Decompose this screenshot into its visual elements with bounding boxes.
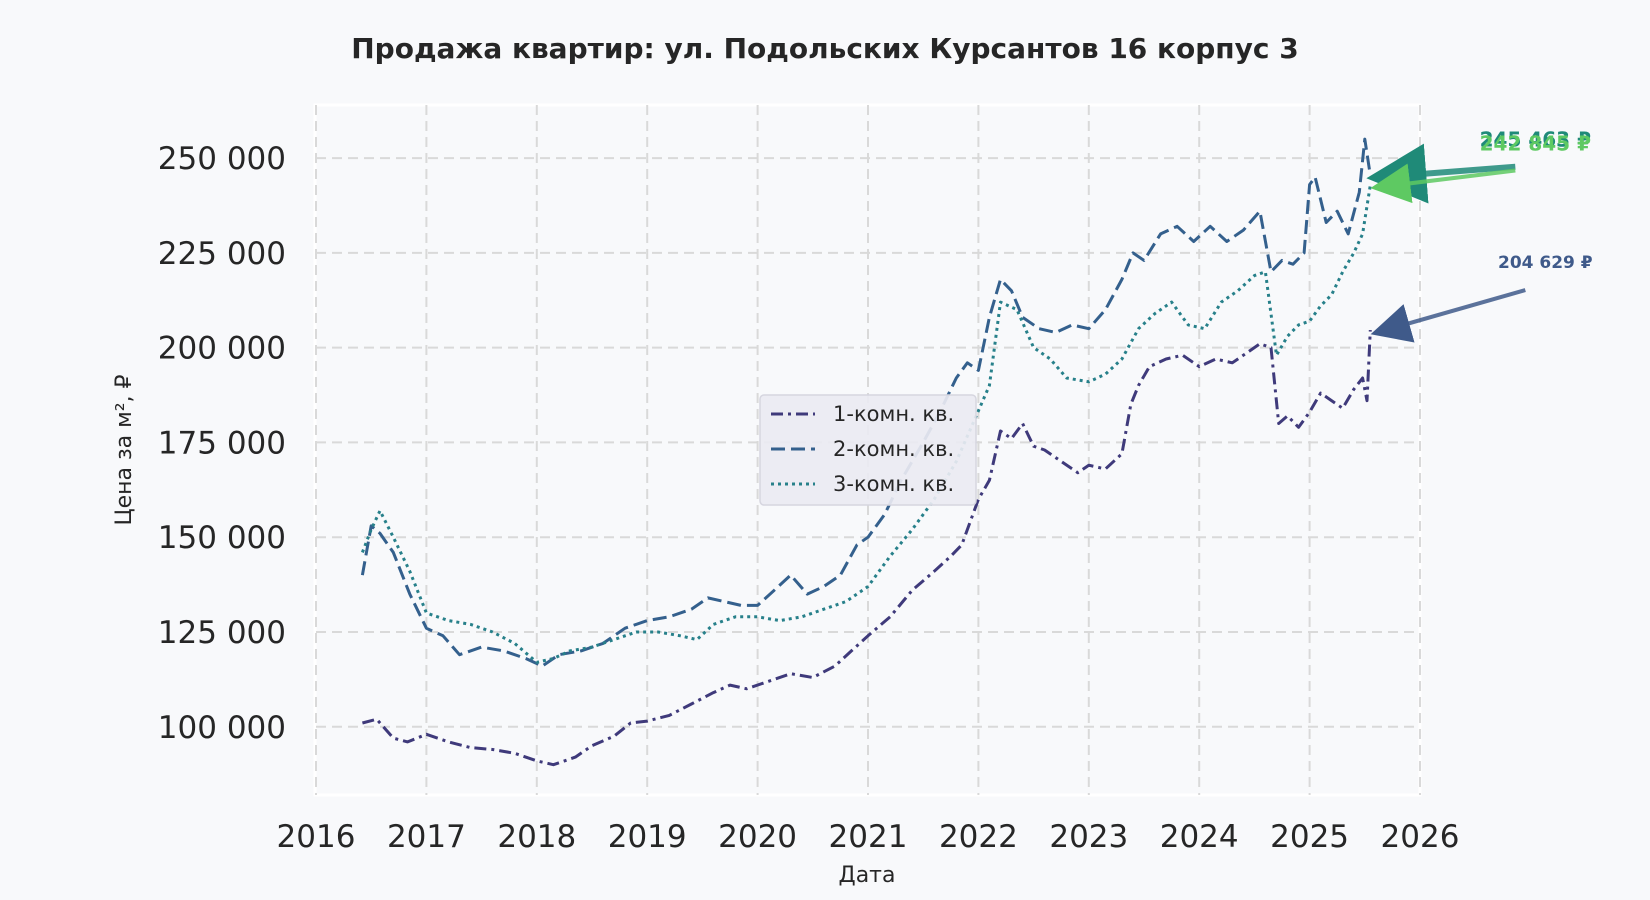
x-tick-label: 2024 xyxy=(1160,819,1239,855)
x-tick-label: 2017 xyxy=(387,819,466,855)
x-tick-label: 2023 xyxy=(1049,819,1128,855)
y-axis-label: Цена за м², ₽ xyxy=(112,374,137,525)
legend-label-1: 1-комн. кв. xyxy=(833,402,954,426)
x-axis-ticks: 2016 2017 2018 2019 2020 2021 2022 2023 2024 2025… xyxy=(277,819,1460,855)
legend-entry-2: 2-комн. кв. xyxy=(771,437,954,461)
legend-entry-1: 1-комн. кв. xyxy=(771,402,954,426)
y-tick-label: 225 000 xyxy=(158,236,286,272)
x-tick-label: 2021 xyxy=(829,819,908,855)
annotation-arrow-1 xyxy=(1370,288,1526,343)
x-tick-label: 2020 xyxy=(718,819,797,855)
x-tick-label: 2019 xyxy=(608,819,687,855)
grid xyxy=(315,105,1421,795)
x-tick-label: 2018 xyxy=(497,819,576,855)
annotation-arrow-3 xyxy=(1370,163,1516,204)
annotation-layer: 204 629 ₽ 245 463 ₽242 845 ₽ xyxy=(1366,128,1593,343)
y-tick-label: 250 000 xyxy=(158,141,286,177)
annotation-label-2: 245 463 ₽ xyxy=(1480,128,1591,152)
x-tick-label: 2022 xyxy=(939,819,1018,855)
legend-box xyxy=(759,394,977,506)
y-axis-ticks: 100 000 125 000 150 000 175 000 200 000 225 0… xyxy=(158,141,286,746)
x-axis-label: Дата xyxy=(839,863,896,888)
legend-label-3: 3-комн. кв. xyxy=(833,472,954,496)
annotation-label-3: 242 845 ₽ xyxy=(1480,131,1591,155)
chart-title: Продажа квартир: ул. Подольских Курсанто… xyxy=(351,32,1299,65)
y-tick-label: 125 000 xyxy=(158,615,286,651)
x-tick-label: 2026 xyxy=(1381,819,1460,855)
y-tick-label: 100 000 xyxy=(158,710,286,746)
legend: 1-комн. кв. 2-комн. кв. 3-комн. кв. xyxy=(759,394,977,506)
legend-entry-3: 3-комн. кв. xyxy=(771,472,954,496)
series-line-1 xyxy=(362,330,1372,767)
y-tick-label: 150 000 xyxy=(158,520,286,556)
x-tick-label: 2025 xyxy=(1270,819,1349,855)
x-tick-label: 2016 xyxy=(277,819,356,855)
y-tick-label: 200 000 xyxy=(158,331,286,367)
y-tick-label: 175 000 xyxy=(158,425,286,461)
annotation-label-1: 204 629 ₽ xyxy=(1498,253,1593,273)
legend-label-2: 2-комн. кв. xyxy=(833,437,954,461)
